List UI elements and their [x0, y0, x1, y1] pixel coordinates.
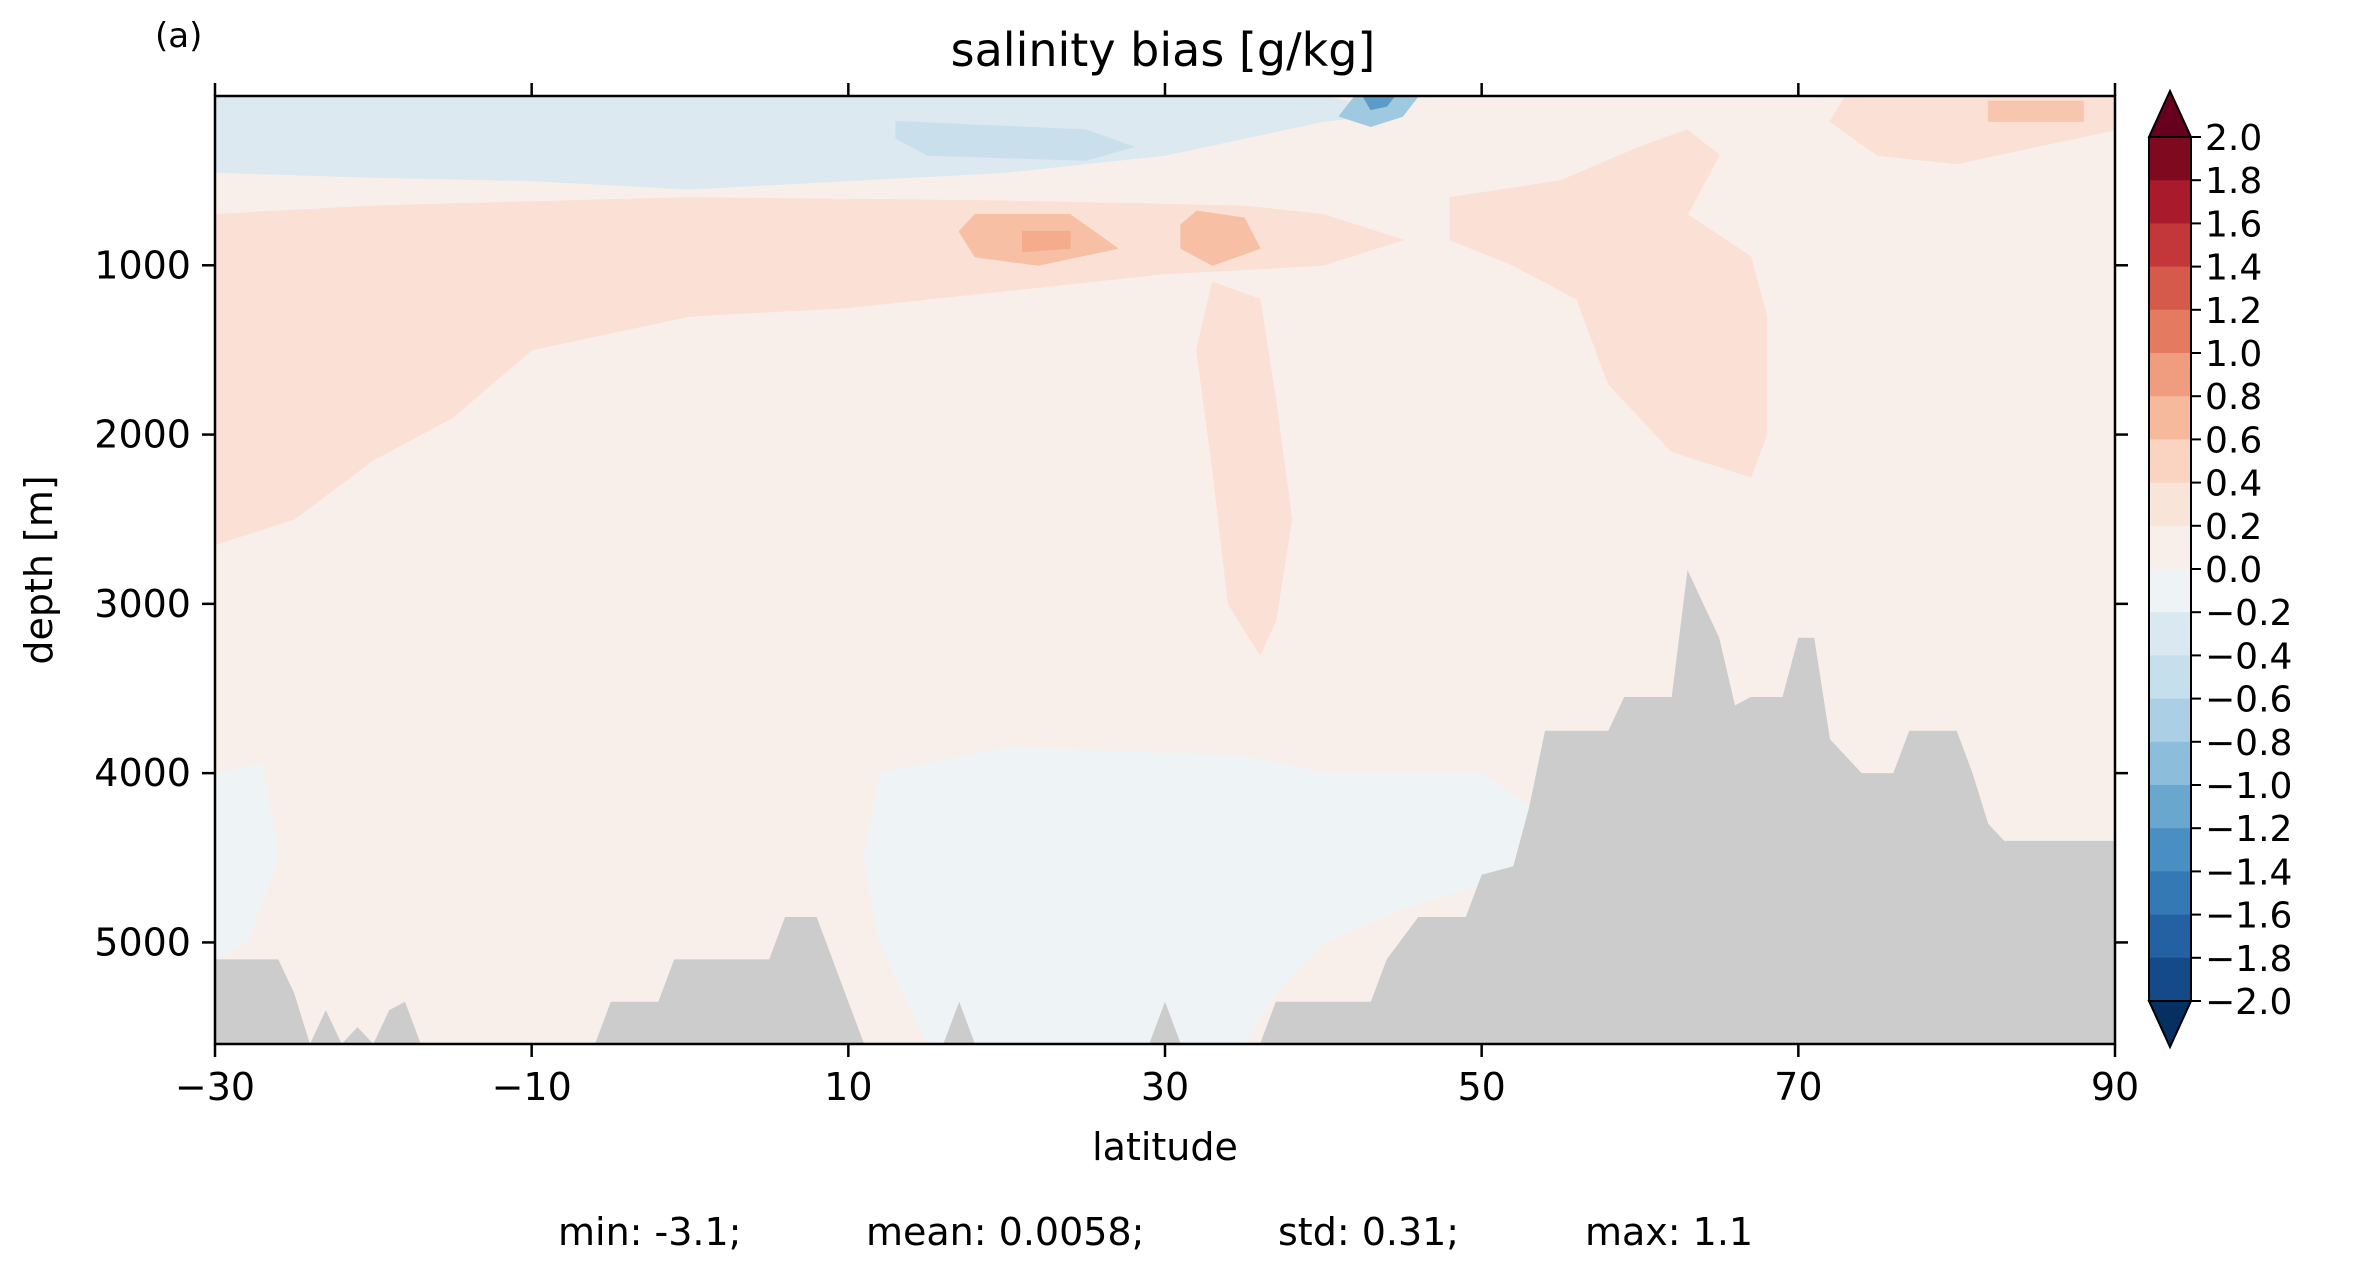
field-region-deep-negative-region: [863, 747, 1530, 1044]
colorbar-segment: [2149, 828, 2191, 872]
colorbar-segment: [2149, 439, 2191, 484]
colorbar-segment: [2149, 698, 2191, 743]
colorbar-tick-label: 1.0: [2205, 334, 2262, 375]
y-axis-label: depth [m]: [17, 475, 61, 664]
colorbar-tick-label: −1.8: [2205, 939, 2292, 980]
colorbar-tick-label: 0.4: [2205, 464, 2262, 505]
colorbar-segment: [2149, 612, 2191, 656]
colorbar-tick-label: −1.2: [2205, 809, 2292, 850]
field-region-south-deep-negative: [215, 764, 279, 960]
colorbar-segment: [2149, 396, 2191, 440]
colorbar-tick-label: 1.8: [2205, 161, 2262, 202]
colorbar-segment: [2149, 137, 2191, 181]
colorbar-tick-label: −0.2: [2205, 593, 2292, 634]
panel-label: (a): [155, 16, 202, 56]
stat-std: std: 0.31;: [1278, 1210, 1460, 1254]
field-region-north-atlantic-surface-patch: [1987, 100, 2084, 122]
colorbar-tick-label: −1.6: [2205, 896, 2292, 937]
x-tick-label: 10: [824, 1065, 872, 1109]
x-tick-label: −10: [492, 1065, 572, 1109]
y-axis: 1000 2000 3000 4000 5000: [94, 243, 2128, 964]
y-tick-label: 5000: [94, 920, 191, 964]
colorbar-tick-label: −1.4: [2205, 852, 2292, 893]
colorbar-segment: [2149, 525, 2191, 570]
colorbar-segment: [2149, 655, 2191, 700]
field-region-subpolar-surface-core: [1362, 96, 1396, 111]
colorbar-tick-label: −1.0: [2205, 766, 2292, 807]
colorbar-tick-label: 0.6: [2205, 420, 2262, 461]
field-region-surface-negative-core: [895, 120, 1135, 161]
plot-area: −30 −10 10 30 50 70 90 1000 2000 3000 4000 5000: [94, 83, 2139, 1109]
colorbar-extend-max: [2147, 88, 2193, 138]
x-tick-label: 50: [1457, 1065, 1505, 1109]
colorbar-tick-label: 0.0: [2205, 550, 2262, 591]
x-tick-label: −30: [175, 1065, 255, 1109]
stat-min: min: -3.1;: [558, 1210, 742, 1254]
chart-title: salinity bias [g/kg]: [951, 23, 1376, 77]
field-region-deep-positive-tongue: [1196, 281, 1293, 656]
colorbar-tick-label: −0.4: [2205, 636, 2292, 677]
field-region-north-positive-tongue: [1449, 129, 1768, 478]
colorbar-segment: [2149, 353, 2191, 397]
y-tick-label: 3000: [94, 582, 191, 626]
y-tick-label: 4000: [94, 751, 191, 795]
field-region-mid-depth-patch-2: [1180, 210, 1261, 266]
colorbar-segment: [2149, 785, 2191, 829]
y-tick-label: 1000: [94, 243, 191, 287]
colorbar-segment: [2149, 223, 2191, 268]
colorbar-tick-label: 0.8: [2205, 377, 2262, 418]
colorbar-segment: [2149, 871, 2191, 916]
colorbar-segment: [2149, 569, 2191, 613]
colorbar-segment: [2149, 482, 2191, 527]
field-region-surface-negative-south: [215, 96, 1403, 190]
colorbar-segment: [2149, 914, 2191, 959]
field-region-mid-depth-core: [1022, 230, 1071, 253]
colorbar-tick-label: 0.2: [2205, 507, 2262, 548]
seafloor-topography: [215, 570, 2115, 1044]
colorbar-segment: [2149, 180, 2191, 224]
x-tick-label: 90: [2091, 1065, 2139, 1109]
stat-mean: mean: 0.0058;: [866, 1210, 1145, 1254]
field-region-subpolar-surface-negative: [1338, 96, 1419, 128]
colorbar-segment: [2149, 266, 2191, 311]
colorbar-tick-label: −0.6: [2205, 680, 2292, 721]
colorbar-extend-min: [2147, 1000, 2193, 1050]
y-tick-label: 2000: [94, 413, 191, 457]
x-axis: −30 −10 10 30 50 70 90: [175, 83, 2139, 1109]
x-tick-label: 70: [1774, 1065, 1822, 1109]
field-region-upper-positive-band: [215, 197, 1405, 546]
colorbar-tick-label: −2.0: [2205, 982, 2292, 1023]
x-axis-label: latitude: [1092, 1125, 1238, 1169]
colorbar-segment: [2149, 957, 2191, 1002]
colorbar-tick-label: 1.4: [2205, 248, 2262, 289]
colorbar-tick-label: 2.0: [2205, 118, 2262, 159]
stat-max: max: 1.1: [1585, 1210, 1754, 1254]
colorbar: 2.01.81.61.41.21.00.80.60.40.20.0−0.2−0.…: [2147, 88, 2292, 1050]
x-tick-label: 30: [1141, 1065, 1189, 1109]
colorbar-segment: [2149, 741, 2191, 786]
colorbar-tick-label: −0.8: [2205, 723, 2292, 764]
colorbar-segment: [2149, 309, 2191, 354]
colorbar-tick-label: 1.2: [2205, 291, 2262, 332]
colorbar-tick-label: 1.6: [2205, 204, 2262, 245]
